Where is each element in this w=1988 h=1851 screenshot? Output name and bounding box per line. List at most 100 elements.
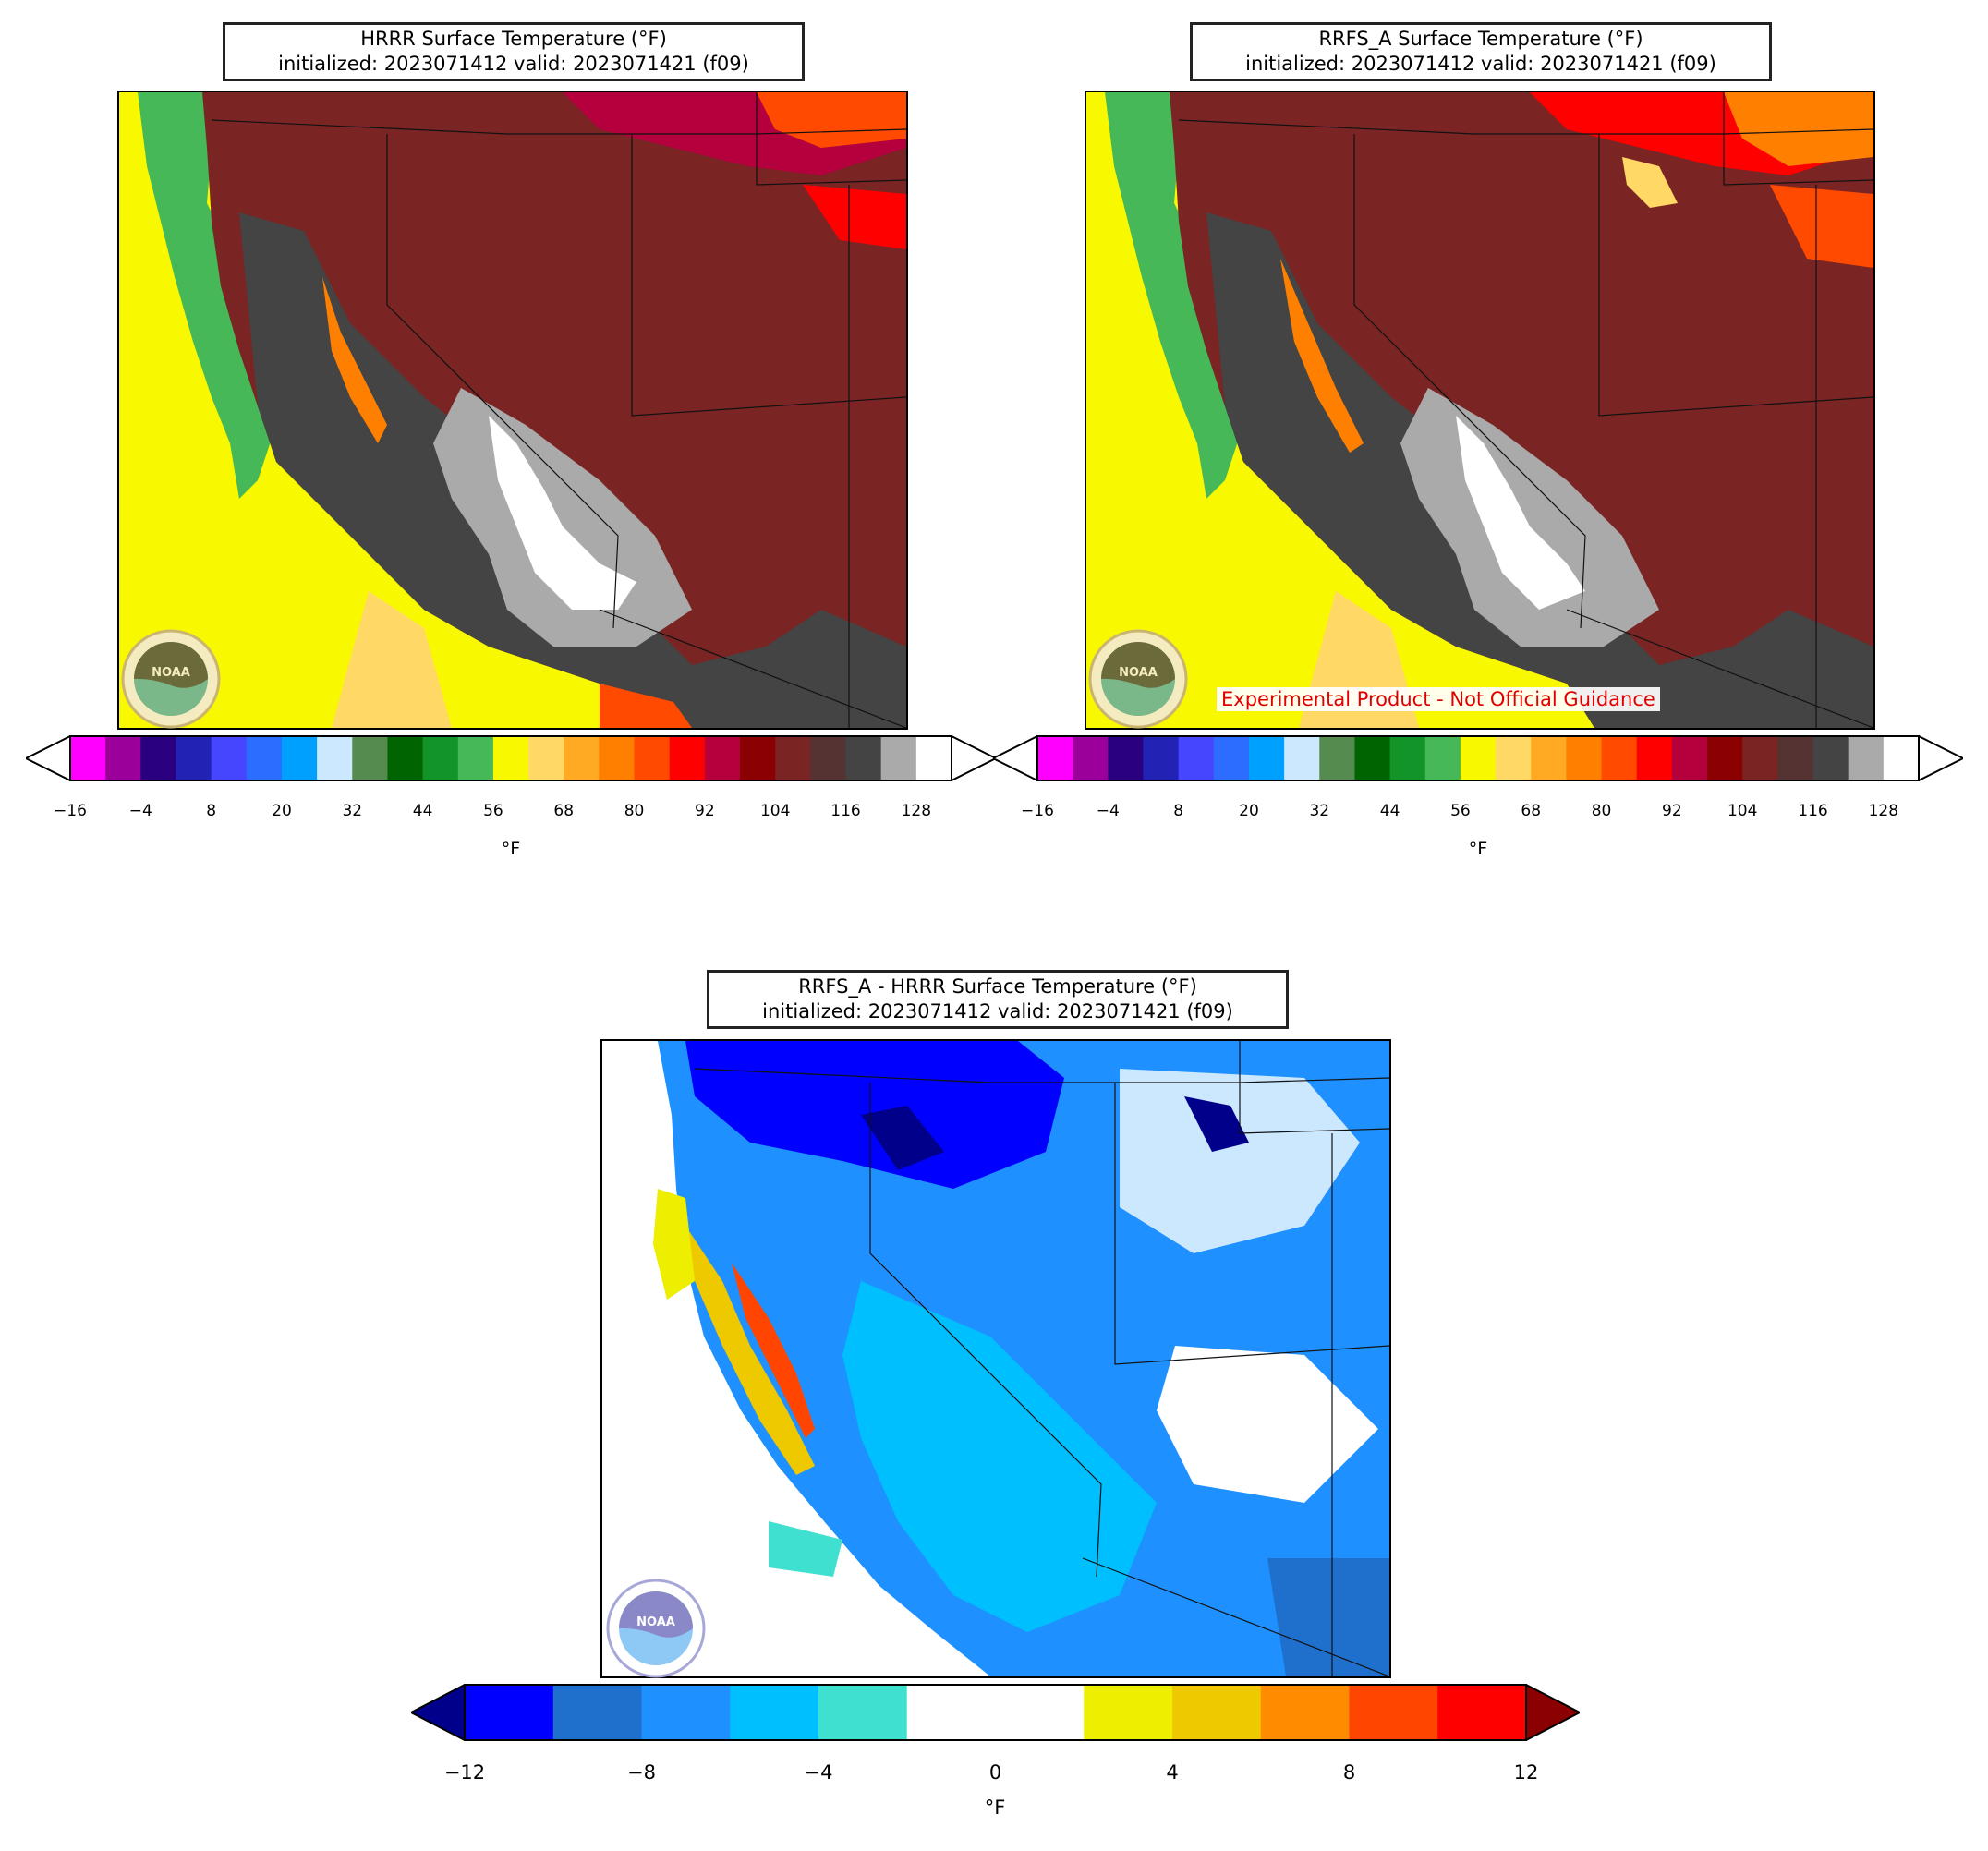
- diff-colorbar-swatch: [1437, 1685, 1527, 1740]
- temp-colorbar-swatch: [1496, 736, 1532, 780]
- temp-colorbar-swatch: [492, 736, 529, 780]
- hrrr-title-line2: initialized: 2023071412 valid: 202307142…: [278, 53, 749, 75]
- temp-colorbar-extend-low: [990, 734, 1038, 782]
- temp-colorbar-swatch: [352, 736, 388, 780]
- temp-colorbar-swatch: [740, 736, 776, 780]
- temp-colorbar-tick-label: 68: [1521, 802, 1542, 820]
- diff-colorbar-swatch: [1084, 1685, 1173, 1740]
- hrrr-title: HRRR Surface Temperature (°F) initialize…: [223, 22, 805, 81]
- diff-colorbar-swatch: [730, 1685, 819, 1740]
- temp-colorbar-tick-label: 80: [624, 802, 645, 820]
- temp-colorbar-tick-label: 128: [901, 802, 932, 820]
- temp-colorbar-tick-label: 8: [1173, 802, 1184, 820]
- temp-colorbar-tick-label: 68: [553, 802, 575, 820]
- temp-colorbar-swatch: [669, 736, 706, 780]
- temp-colorbar-tick-label: 20: [1239, 802, 1259, 820]
- diff-colorbar-extend-low: [408, 1683, 466, 1742]
- temp-colorbar-swatch: [704, 736, 741, 780]
- temp-colorbar-tick-label: 128: [1868, 802, 1899, 820]
- diff-colorbar-extend-high: [1525, 1683, 1582, 1742]
- temp-colorbar-border: [69, 735, 952, 781]
- temp-colorbar-tick-label: 104: [1727, 802, 1758, 820]
- temp-colorbar-tick-label: 104: [759, 802, 791, 820]
- temp-colorbar-swatch: [1389, 736, 1426, 780]
- temp-colorbar-tick-label: 56: [1450, 802, 1471, 820]
- temp-colorbar-swatch: [1566, 736, 1603, 780]
- temp-colorbar-tick-label: 32: [342, 802, 363, 820]
- temp-colorbar-swatch: [1213, 736, 1250, 780]
- noaa-logo-text: NOAA: [152, 666, 190, 680]
- diff-title: RRFS_A - HRRR Surface Temperature (°F) i…: [707, 970, 1289, 1029]
- rrfs-title-line2: initialized: 2023071412 valid: 202307142…: [1245, 53, 1716, 75]
- temp-colorbar-tick-label: 32: [1309, 802, 1330, 820]
- diff-colorbar-swatch: [465, 1685, 554, 1740]
- temp-colorbar-swatch: [70, 736, 106, 780]
- temp-colorbar-swatch: [1248, 736, 1285, 780]
- temp-colorbar-swatch: [1354, 736, 1391, 780]
- temp-colorbar-swatch: [1671, 736, 1708, 780]
- temp-colorbar-swatch: [810, 736, 847, 780]
- diff-colorbar-unit: °F: [984, 1797, 1006, 1819]
- temp-colorbar-swatch: [1460, 736, 1497, 780]
- rrfs-map: [1085, 91, 1875, 730]
- temp-colorbar-swatch: [1073, 736, 1109, 780]
- diff-colorbar-tick-label: 0: [988, 1761, 1002, 1784]
- temp-colorbar-swatch: [246, 736, 283, 780]
- temp-colorbar-tick-label: −4: [1096, 802, 1120, 820]
- diff-colorbar-swatch: [906, 1685, 996, 1740]
- temp-colorbar-swatch: [1883, 736, 1920, 780]
- diff-colorbar-swatch: [552, 1685, 642, 1740]
- temp-colorbar-tick-label: −16: [1021, 802, 1054, 820]
- temp-colorbar-tick-label: 20: [272, 802, 292, 820]
- temp-colorbar-swatch: [634, 736, 671, 780]
- temp-colorbar-swatch: [1707, 736, 1743, 780]
- noaa-logo-text: NOAA: [1119, 666, 1158, 680]
- diff-colorbar-swatch: [1260, 1685, 1350, 1740]
- temp-colorbar-swatch: [1319, 736, 1355, 780]
- diff-colorbar-swatch: [1172, 1685, 1262, 1740]
- temp-colorbar-swatch: [1143, 736, 1180, 780]
- noaa-logo: NOAA: [120, 628, 249, 733]
- temp-colorbar-swatch: [422, 736, 459, 780]
- temp-colorbar-swatch: [281, 736, 318, 780]
- temp-colorbar-tick-label: −4: [128, 802, 152, 820]
- temp-colorbar-swatch: [915, 736, 952, 780]
- temp-colorbar-tick-label: 44: [1379, 802, 1400, 820]
- temp-colorbar-swatch: [1636, 736, 1673, 780]
- temp-colorbar-swatch: [176, 736, 212, 780]
- rrfs-title: RRFS_A Surface Temperature (°F) initiali…: [1190, 22, 1772, 81]
- experimental-warning: Experimental Product - Not Official Guid…: [1217, 687, 1660, 711]
- diff-colorbar-border: [464, 1684, 1527, 1741]
- temp-colorbar-swatch: [457, 736, 494, 780]
- temp-colorbar-tick-label: 44: [412, 802, 433, 820]
- diff-map: [600, 1039, 1391, 1678]
- diff-colorbar-tick-label: −4: [804, 1761, 833, 1784]
- temp-colorbar-extend-high: [951, 734, 999, 782]
- diff-colorbar-swatch: [1349, 1685, 1438, 1740]
- diff-title-line2: initialized: 2023071412 valid: 202307142…: [762, 1000, 1233, 1022]
- temp-colorbar-tick-label: −16: [54, 802, 87, 820]
- temp-colorbar-swatch: [387, 736, 424, 780]
- diff-colorbar-tick-label: 8: [1342, 1761, 1356, 1784]
- hrrr-colorbar: [23, 734, 999, 782]
- temp-colorbar-swatch: [1601, 736, 1638, 780]
- diff-colorbar-swatch: [818, 1685, 908, 1740]
- temp-colorbar-tick-label: 116: [830, 802, 861, 820]
- diff-colorbar-tick-label: 4: [1166, 1761, 1179, 1784]
- rrfs-colorbar: [990, 734, 1966, 782]
- rrfs-title-line1: RRFS_A Surface Temperature (°F): [1318, 28, 1643, 50]
- noaa-logo: NOAA: [1087, 628, 1217, 733]
- temp-colorbar-swatch: [880, 736, 917, 780]
- temp-colorbar-swatch: [599, 736, 636, 780]
- temp-colorbar-swatch: [1742, 736, 1778, 780]
- temp-colorbar-extend-high: [1918, 734, 1966, 782]
- temp-colorbar-swatch: [564, 736, 600, 780]
- temp-colorbar-swatch: [845, 736, 882, 780]
- temp-colorbar-tick-label: 80: [1591, 802, 1612, 820]
- temp-colorbar-swatch: [140, 736, 176, 780]
- temp-colorbar-tick-label: 92: [695, 802, 715, 820]
- temp-colorbar-swatch: [1531, 736, 1567, 780]
- diff-colorbar-tick-label: 12: [1513, 1761, 1539, 1784]
- temp-colorbar-swatch: [317, 736, 353, 780]
- temp-colorbar-swatch: [105, 736, 141, 780]
